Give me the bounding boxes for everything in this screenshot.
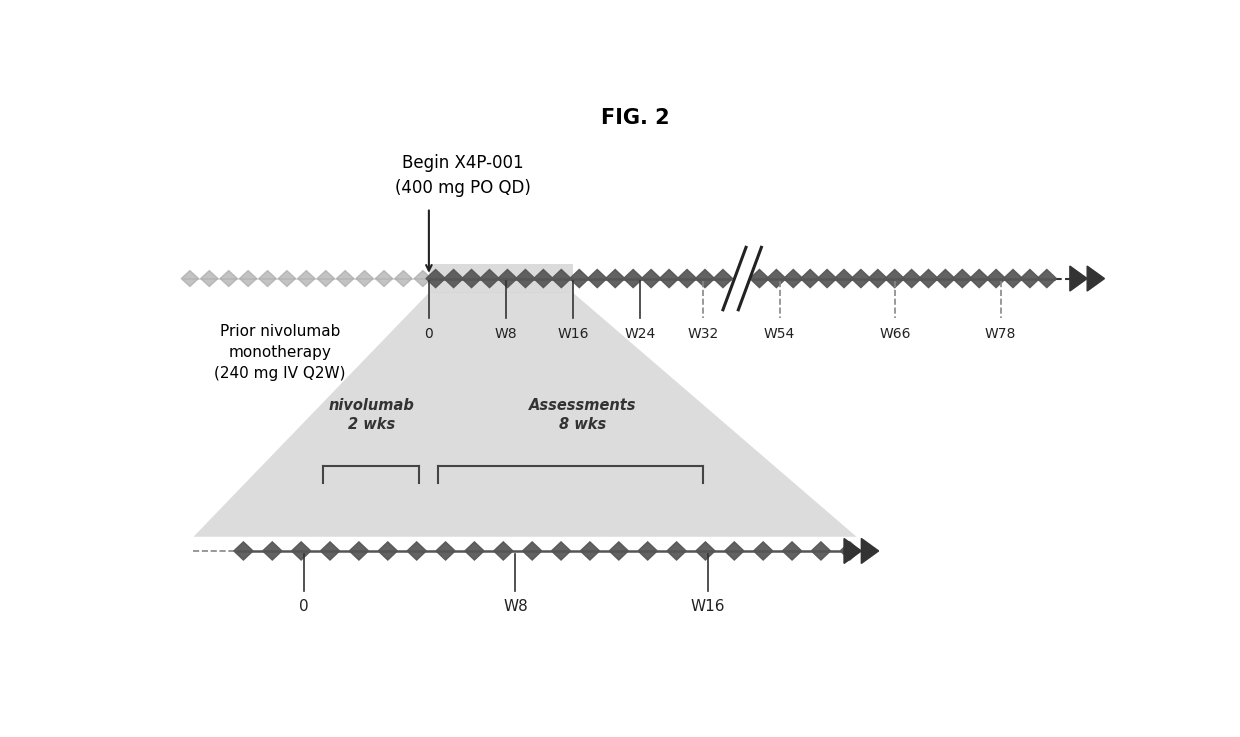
Polygon shape [436, 542, 455, 560]
Polygon shape [291, 542, 311, 560]
Polygon shape [376, 270, 393, 287]
Text: W54: W54 [764, 326, 795, 340]
Polygon shape [522, 542, 542, 560]
Polygon shape [356, 270, 373, 287]
Text: W66: W66 [879, 326, 910, 340]
Polygon shape [766, 270, 786, 287]
FancyBboxPatch shape [429, 265, 573, 293]
Polygon shape [580, 542, 599, 560]
Polygon shape [724, 542, 744, 560]
Polygon shape [677, 270, 697, 287]
Polygon shape [970, 270, 988, 287]
Text: W8: W8 [503, 599, 528, 614]
Polygon shape [569, 270, 589, 287]
Polygon shape [317, 270, 335, 287]
Polygon shape [801, 270, 820, 287]
Polygon shape [516, 270, 534, 287]
Polygon shape [350, 542, 368, 560]
Polygon shape [952, 270, 972, 287]
Polygon shape [782, 542, 802, 560]
Polygon shape [660, 270, 678, 287]
Polygon shape [394, 270, 412, 287]
Polygon shape [407, 542, 427, 560]
Polygon shape [841, 542, 859, 560]
Polygon shape [463, 270, 481, 287]
Polygon shape [811, 542, 831, 560]
Polygon shape [1070, 266, 1087, 291]
Polygon shape [754, 542, 773, 560]
Polygon shape [480, 270, 498, 287]
Polygon shape [641, 270, 661, 287]
Polygon shape [181, 270, 198, 287]
Polygon shape [298, 270, 315, 287]
Polygon shape [817, 270, 837, 287]
Text: W78: W78 [985, 326, 1017, 340]
Polygon shape [414, 270, 432, 287]
Polygon shape [278, 270, 295, 287]
Polygon shape [919, 270, 939, 287]
Text: FIG. 2: FIG. 2 [601, 108, 670, 128]
Polygon shape [713, 270, 733, 287]
Polygon shape [639, 542, 657, 560]
Polygon shape [605, 270, 625, 287]
Polygon shape [201, 270, 218, 287]
Text: Prior nivolumab
monotherapy
(240 mg IV Q2W): Prior nivolumab monotherapy (240 mg IV Q… [215, 324, 346, 381]
Polygon shape [750, 270, 769, 287]
Text: Assessments
8 wks: Assessments 8 wks [529, 398, 636, 432]
Polygon shape [936, 270, 955, 287]
Polygon shape [1087, 266, 1105, 291]
Polygon shape [835, 270, 853, 287]
Polygon shape [1021, 270, 1039, 287]
Polygon shape [552, 270, 570, 287]
Text: Begin X4P-001
(400 mg PO QD): Begin X4P-001 (400 mg PO QD) [394, 154, 531, 197]
Polygon shape [193, 293, 857, 537]
Polygon shape [885, 270, 904, 287]
Polygon shape [868, 270, 888, 287]
Text: W16: W16 [691, 599, 725, 614]
Polygon shape [862, 539, 879, 563]
Polygon shape [533, 270, 553, 287]
Polygon shape [259, 270, 277, 287]
Polygon shape [696, 270, 714, 287]
Polygon shape [784, 270, 802, 287]
Polygon shape [234, 542, 253, 560]
Text: W16: W16 [557, 326, 589, 340]
Text: 0: 0 [299, 599, 309, 614]
Polygon shape [1003, 270, 1023, 287]
Polygon shape [320, 542, 340, 560]
Polygon shape [552, 542, 570, 560]
Polygon shape [624, 270, 642, 287]
Polygon shape [696, 542, 715, 560]
Polygon shape [667, 542, 686, 560]
Text: 0: 0 [424, 326, 433, 340]
Polygon shape [219, 270, 237, 287]
Text: nivolumab
2 wks: nivolumab 2 wks [329, 398, 414, 432]
Polygon shape [444, 270, 464, 287]
Polygon shape [378, 542, 397, 560]
Polygon shape [609, 542, 629, 560]
Polygon shape [588, 270, 606, 287]
Polygon shape [465, 542, 484, 560]
Polygon shape [427, 270, 445, 287]
Polygon shape [494, 542, 513, 560]
Text: W32: W32 [687, 326, 718, 340]
Polygon shape [844, 539, 862, 563]
Polygon shape [1037, 270, 1056, 287]
Polygon shape [497, 270, 517, 287]
Polygon shape [901, 270, 921, 287]
Polygon shape [987, 270, 1006, 287]
Text: W8: W8 [495, 326, 517, 340]
Polygon shape [239, 270, 257, 287]
Polygon shape [852, 270, 870, 287]
Polygon shape [263, 542, 281, 560]
Text: W24: W24 [625, 326, 656, 340]
Polygon shape [336, 270, 353, 287]
